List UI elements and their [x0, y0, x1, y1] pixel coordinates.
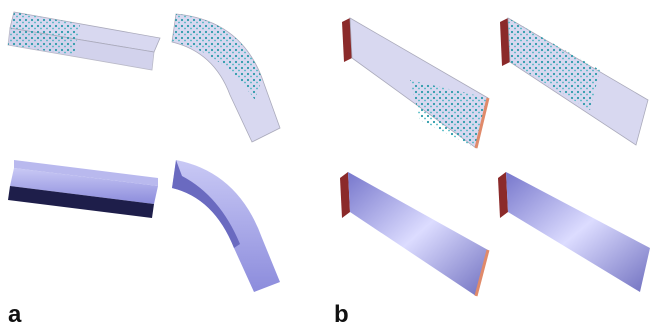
figure: a b: [0, 0, 661, 330]
panel-label: a: [8, 301, 22, 328]
beam-particles-bent: [172, 14, 280, 142]
beam-solid-straight: [8, 160, 158, 218]
beam-solid-twist-2: [498, 172, 650, 292]
beam-solid-twist-1: [340, 172, 488, 296]
beam-particles-straight: [8, 12, 160, 70]
beam-solid-bent: [172, 160, 280, 292]
beam-particles-twist-2: [500, 18, 648, 145]
panel-label: b: [334, 301, 349, 328]
beam-particles-twist-1: [342, 18, 488, 148]
